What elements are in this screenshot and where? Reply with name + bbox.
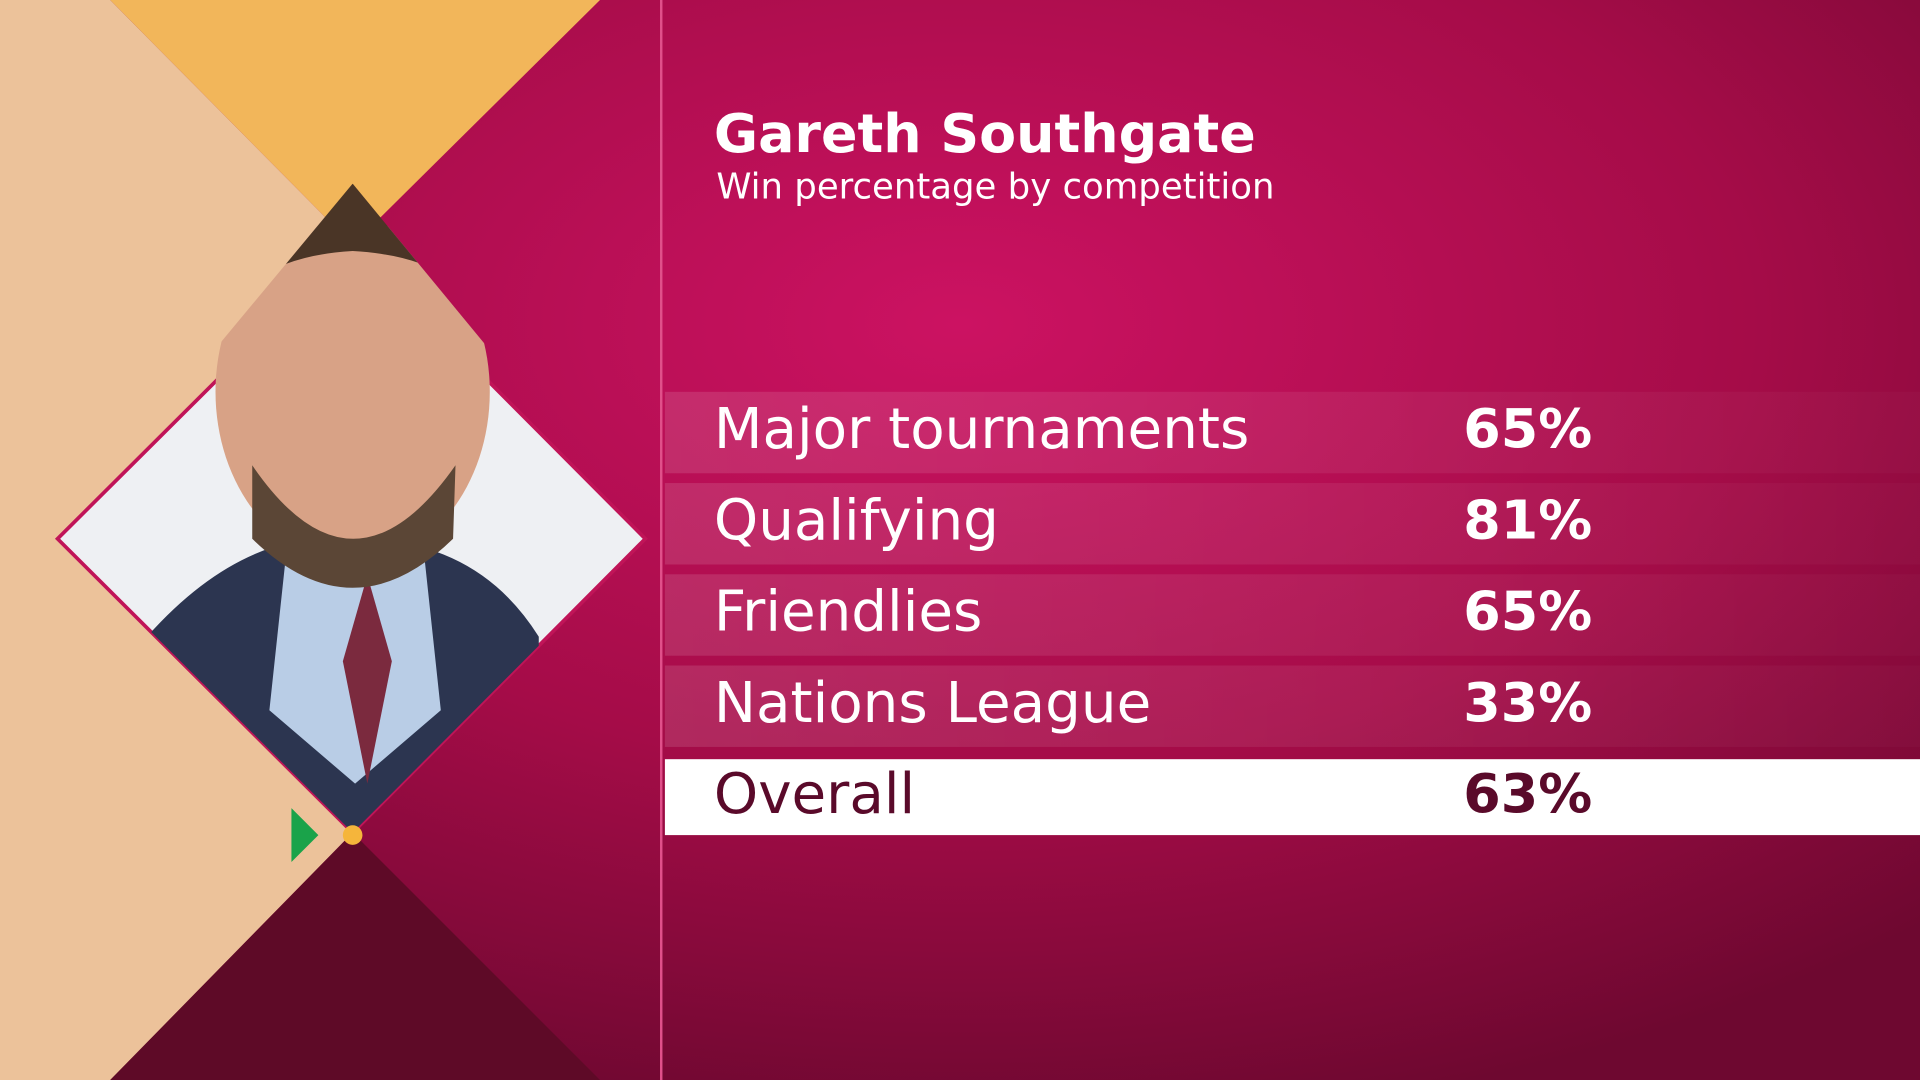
dark-triangle	[110, 832, 601, 1080]
row-label: Friendlies	[714, 580, 982, 645]
row-band	[664, 483, 1920, 565]
play-marker	[291, 808, 319, 863]
stats-table: Major tournaments 65% Qualifying 81% Friendl…	[664, 391, 1920, 836]
row-value: 63%	[1463, 762, 1592, 825]
title: Gareth Southgate	[714, 102, 1256, 165]
row-label: Nations League	[714, 671, 1151, 736]
row-band	[664, 574, 1920, 656]
row-band	[664, 665, 1920, 747]
yellow-triangle	[110, 0, 601, 245]
dot-marker	[342, 825, 363, 845]
row-value: 65%	[1463, 397, 1592, 460]
table-row: Nations League 33%	[664, 665, 1920, 747]
table-row: Major tournaments 65%	[664, 391, 1920, 474]
table-row: Friendlies 65%	[664, 574, 1920, 656]
table-row: Overall 63%	[664, 759, 1920, 836]
row-value: 33%	[1463, 671, 1592, 734]
row-label: Qualifying	[714, 488, 999, 553]
row-band	[664, 391, 1920, 474]
row-label: Major tournaments	[714, 397, 1249, 462]
row-highlight	[664, 759, 1920, 836]
row-label: Overall	[714, 762, 915, 827]
row-value: 81%	[1463, 488, 1592, 551]
row-value: 65%	[1463, 580, 1592, 643]
sand-panel	[0, 0, 353, 1080]
table-row: Qualifying 81%	[664, 483, 1920, 565]
subtitle: Win percentage by competition	[716, 167, 1274, 208]
